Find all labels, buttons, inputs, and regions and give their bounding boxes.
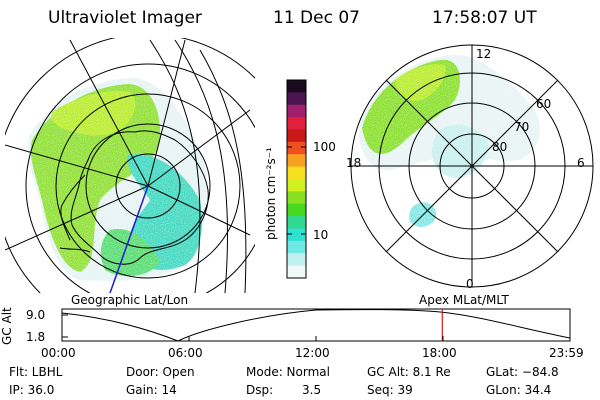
status-filter: Flt: LBHL — [9, 365, 63, 379]
status-seq: Seq: 39 — [367, 383, 413, 397]
colorbar-segment — [287, 80, 306, 93]
mlt-label-0: 0 — [466, 277, 474, 291]
colorbar-segment — [287, 253, 306, 267]
status-gain: Gain: 14 — [126, 383, 177, 397]
mlat-label-80: 80 — [492, 140, 508, 154]
status-glat: GLat: −84.8 — [486, 365, 559, 379]
altitude-ylabel: GC Alt — [0, 307, 14, 345]
colorbar-tick-10: 10 — [313, 228, 329, 242]
mlt-label-6: 6 — [577, 156, 585, 170]
colorbar-tick-100: 100 — [313, 140, 336, 154]
colorbar-segment — [287, 141, 306, 155]
colorbar-segment — [287, 179, 306, 192]
left-grid — [5, 38, 255, 293]
altitude-xtick-1800: 18:00 — [422, 346, 457, 360]
status-dsp-value: 3.5 — [302, 383, 322, 397]
colorbar-segments — [287, 80, 306, 279]
altitude-curve — [61, 309, 571, 342]
colorbar-segment — [287, 92, 306, 106]
right-projection-label: Apex MLat/MLT — [419, 293, 509, 307]
colorbar — [286, 79, 307, 279]
colorbar-segment — [287, 129, 306, 143]
status-door: Door: Open — [126, 365, 195, 379]
altitude-plot — [61, 308, 571, 342]
right-map — [350, 44, 594, 288]
colorbar-segment — [287, 154, 306, 168]
altitude-xtick-0000: 00:00 — [41, 346, 76, 360]
colorbar-segment — [287, 265, 306, 279]
mlt-label-12: 12 — [476, 47, 492, 61]
mlat-label-70: 70 — [514, 120, 530, 134]
antarctica-coastline — [59, 130, 209, 265]
status-glon: GLon: 34.4 — [486, 383, 552, 397]
mlat-label-60: 60 — [536, 97, 552, 111]
colorbar-segment — [287, 203, 306, 217]
colorbar-segment — [287, 166, 306, 180]
altitude-xtick-0600: 06:00 — [168, 346, 203, 360]
colorbar-segment — [287, 216, 306, 229]
left-projection-label: Geographic Lat/Lon — [71, 293, 189, 307]
altitude-ytick-min: 1.8 — [26, 330, 46, 344]
status-gc-alt: GC Alt: 8.1 Re — [367, 365, 451, 379]
colorbar-segment — [287, 228, 306, 242]
left-map — [5, 38, 255, 293]
status-ip: IP: 36.0 — [9, 383, 55, 397]
colorbar-segment — [287, 240, 306, 254]
colorbar-unit-label: photon cm⁻²s⁻¹ — [264, 147, 278, 240]
altitude-xtick-2359: 23:59 — [549, 346, 584, 360]
altitude-ytick-max: 9.0 — [26, 308, 46, 322]
terminator-line — [109, 185, 149, 293]
colorbar-segment — [287, 104, 306, 118]
time-label: 17:58:07 UT — [432, 8, 537, 28]
altitude-xtick-1200: 12:00 — [295, 346, 330, 360]
right-grid — [350, 44, 594, 288]
status-dsp-label: Dsp: — [246, 383, 274, 397]
mlt-label-18: 18 — [346, 156, 362, 170]
date-label: 11 Dec 07 — [273, 8, 360, 28]
instrument-title: Ultraviolet Imager — [48, 8, 202, 28]
colorbar-segment — [287, 117, 306, 130]
colorbar-segment — [287, 191, 306, 205]
status-mode: Mode: Normal — [246, 365, 330, 379]
